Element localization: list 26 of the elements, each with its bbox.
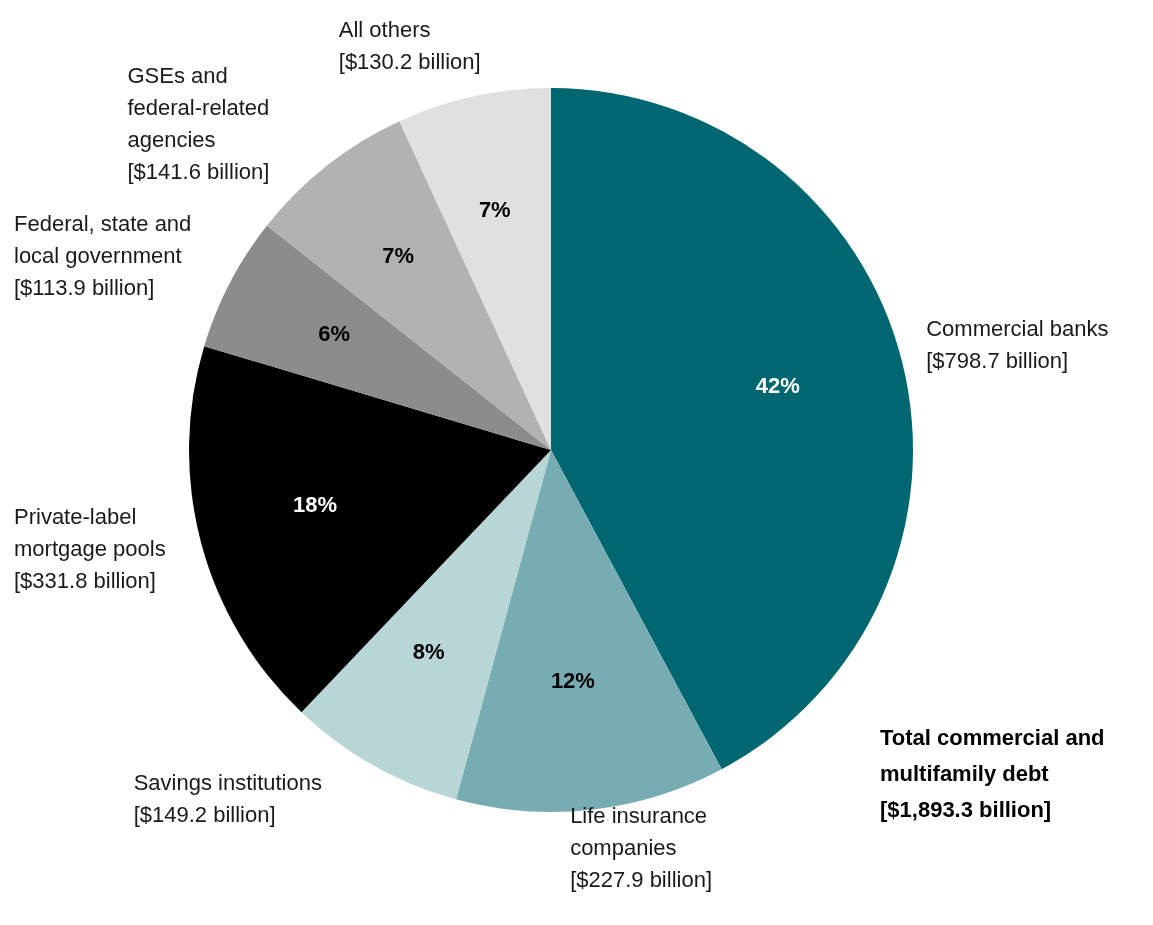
data-label: [$227.9 billion] [570, 867, 713, 893]
slice-label: Savings institutions [133, 769, 322, 795]
text: 42% [755, 372, 800, 398]
slice-label: Commercial banks [926, 315, 1109, 341]
slice-label: GSEs and federal-related agencies [127, 63, 270, 153]
text: Total commercial and multifamily debt [880, 724, 1106, 788]
text: 7% [382, 243, 415, 269]
text: [$1,893.3 billion] [880, 796, 1053, 824]
data-label: [$331.8 billion] [14, 567, 156, 593]
data-label: [$141.6 billion] [127, 159, 270, 185]
data-label: [$798.7 billion] [926, 347, 1069, 373]
slice-label: Life insurance companies [570, 803, 708, 861]
data-label: [$149.2 billion] [133, 801, 276, 827]
text: 6% [318, 320, 350, 346]
pie-slice [266, 121, 551, 450]
pie-slice [189, 346, 551, 713]
slice-label: Federal, state and local government [14, 210, 192, 268]
text: 12% [550, 668, 595, 694]
text: 8% [412, 638, 445, 664]
slice-label: Private-label mortgage pools [14, 503, 166, 561]
text: 7% [478, 197, 511, 223]
text: 18% [293, 492, 338, 518]
pie-slice [204, 225, 551, 450]
data-label: [$113.9 billion] [14, 274, 155, 300]
slice-label: All others [338, 17, 431, 43]
data-label: [$130.2 billion] [338, 49, 481, 75]
